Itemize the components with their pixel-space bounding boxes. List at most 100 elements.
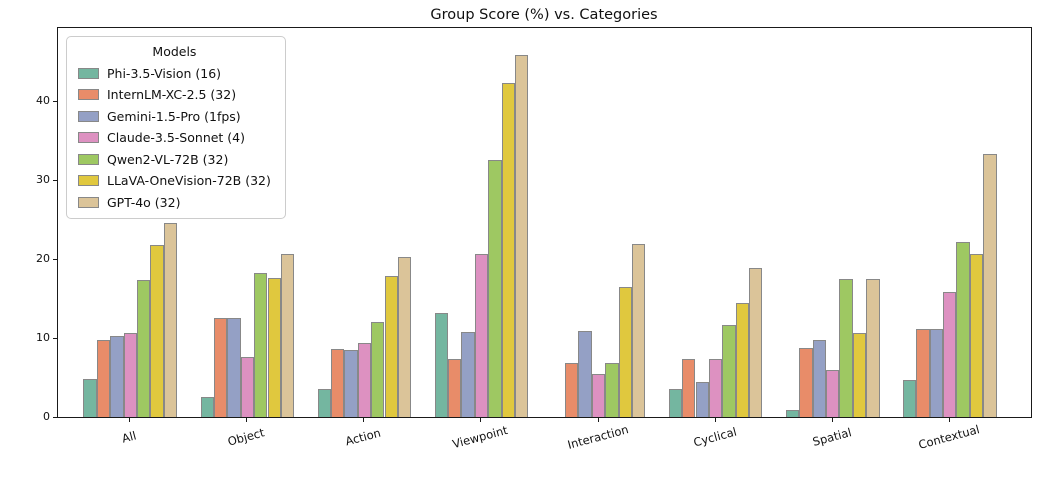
x-tick-mark — [480, 418, 482, 422]
y-tick-mark — [53, 259, 57, 261]
bar-Interaction-LLaVA-OneVision-72B (32) — [618, 286, 632, 417]
x-tick-mark — [246, 418, 248, 422]
legend-item: InternLM-XC-2.5 (32) — [78, 87, 271, 103]
bar-Spatial-Gemini-1.5-Pro (1fps) — [812, 340, 826, 417]
bar-Action-GPT-4o (32) — [397, 256, 412, 417]
bar-Contextual-GPT-4o (32) — [983, 154, 997, 417]
bar-Action-LLaVA-OneVision-72B (32) — [384, 275, 398, 417]
bar-Spatial-Qwen2-VL-72B (32) — [839, 278, 853, 417]
x-tick-mark — [597, 418, 599, 422]
bar-Spatial-Phi-3.5-Vision (16) — [785, 409, 800, 417]
bar-Cyclical-Claude-3.5-Sonnet (4) — [708, 359, 723, 417]
bar-All-Gemini-1.5-Pro (1fps) — [110, 335, 124, 417]
bar-Object-GPT-4o (32) — [280, 253, 295, 417]
bar-Action-Qwen2-VL-72B (32) — [371, 321, 385, 417]
y-tick-label: 30 — [36, 173, 50, 187]
y-tick-label: 40 — [36, 94, 50, 108]
legend-label: InternLM-XC-2.5 (32) — [107, 87, 237, 102]
bar-Viewpoint-Gemini-1.5-Pro (1fps) — [461, 331, 475, 417]
bar-Interaction-Gemini-1.5-Pro (1fps) — [578, 330, 592, 417]
legend-items: Phi-3.5-Vision (16) InternLM-XC-2.5 (32) G… — [78, 65, 271, 210]
bar-Contextual-InternLM-XC-2.5 (32) — [916, 328, 930, 417]
bar-All-LLaVA-OneVision-72B (32) — [150, 244, 164, 417]
y-tick-label: 0 — [43, 410, 50, 423]
bar-Cyclical-Gemini-1.5-Pro (1fps) — [695, 381, 709, 417]
bar-Contextual-Claude-3.5-Sonnet (4) — [943, 292, 957, 417]
chart-title: Group Score (%) vs. Categories — [430, 7, 658, 23]
bar-All-Phi-3.5-Vision (16) — [83, 379, 97, 417]
bar-Spatial-GPT-4o (32) — [866, 278, 880, 417]
x-tick-mark — [948, 418, 950, 422]
legend-label: Claude-3.5-Sonnet (4) — [107, 130, 246, 145]
legend-swatch-icon — [78, 196, 99, 208]
bar-Object-LLaVA-OneVision-72B (32) — [267, 278, 281, 417]
y-tick-mark — [53, 101, 57, 103]
y-tick-mark — [53, 417, 57, 418]
bar-Interaction-Claude-3.5-Sonnet (4) — [591, 374, 606, 417]
bar-Viewpoint-Claude-3.5-Sonnet (4) — [474, 254, 489, 417]
bar-All-Claude-3.5-Sonnet (4) — [123, 333, 137, 417]
legend-item: LLaVA-OneVision-72B (32) — [78, 173, 271, 189]
bar-Viewpoint-LLaVA-OneVision-72B (32) — [501, 83, 515, 417]
bar-All-Qwen2-VL-72B (32) — [137, 279, 151, 417]
bar-Interaction-Qwen2-VL-72B (32) — [605, 362, 619, 417]
bar-Action-InternLM-XC-2.5 (32) — [330, 349, 345, 417]
bar-Action-Phi-3.5-Vision (16) — [317, 389, 331, 417]
bar-Object-Gemini-1.5-Pro (1fps) — [227, 318, 241, 417]
y-tick-label: 10 — [36, 331, 50, 345]
bar-Interaction-GPT-4o (32) — [632, 244, 646, 417]
bar-All-InternLM-XC-2.5 (32) — [96, 340, 111, 417]
bar-Object-Qwen2-VL-72B (32) — [254, 273, 268, 417]
legend-swatch-icon — [78, 110, 99, 122]
bar-Contextual-Phi-3.5-Vision (16) — [902, 379, 917, 417]
bar-Viewpoint-InternLM-XC-2.5 (32) — [448, 359, 462, 417]
bar-Cyclical-GPT-4o (32) — [749, 267, 763, 417]
legend-label: Gemini-1.5-Pro (1fps) — [107, 108, 241, 124]
bar-Spatial-InternLM-XC-2.5 (32) — [799, 347, 813, 417]
bar-Contextual-Qwen2-VL-72B (32) — [956, 241, 970, 417]
bar-Object-Phi-3.5-Vision (16) — [200, 397, 214, 417]
bar-Contextual-LLaVA-OneVision-72B (32) — [969, 253, 984, 417]
bar-Spatial-Claude-3.5-Sonnet (4) — [826, 370, 840, 417]
legend-label: Phi-3.5-Vision (16) — [107, 65, 222, 81]
legend-item: GPT-4o (32) — [78, 194, 271, 210]
x-tick-mark — [714, 418, 716, 422]
bar-Contextual-Gemini-1.5-Pro (1fps) — [929, 328, 943, 417]
x-tick-mark — [831, 418, 833, 422]
legend-label: Qwen2-VL-72B (32) — [107, 151, 229, 167]
legend-label: GPT-4o (32) — [107, 194, 181, 210]
legend: Models Phi-3.5-Vision (16) InternLM-XC-2.… — [66, 36, 286, 219]
bar-Cyclical-Qwen2-VL-72B (32) — [722, 324, 736, 417]
bar-Cyclical-Phi-3.5-Vision (16) — [668, 388, 683, 417]
bar-Viewpoint-Qwen2-VL-72B (32) — [488, 159, 502, 417]
legend-item: Claude-3.5-Sonnet (4) — [78, 130, 271, 146]
x-tick-mark — [363, 418, 365, 422]
legend-item: Phi-3.5-Vision (16) — [78, 65, 271, 81]
bar-Object-Claude-3.5-Sonnet (4) — [240, 357, 255, 417]
y-tick-mark — [53, 338, 57, 340]
legend-swatch-icon — [78, 89, 99, 100]
plot-area — [57, 27, 1032, 418]
bar-Object-InternLM-XC-2.5 (32) — [213, 318, 228, 417]
legend-item: Qwen2-VL-72B (32) — [78, 151, 271, 167]
legend-item: Gemini-1.5-Pro (1fps) — [78, 108, 271, 124]
bar-Spatial-LLaVA-OneVision-72B (32) — [852, 332, 867, 417]
y-tick-label: 20 — [36, 252, 50, 266]
bar-Viewpoint-Phi-3.5-Vision (16) — [434, 312, 448, 417]
bar-Cyclical-LLaVA-OneVision-72B (32) — [735, 303, 750, 417]
bar-Action-Gemini-1.5-Pro (1fps) — [344, 349, 358, 417]
bar-Viewpoint-GPT-4o (32) — [515, 54, 529, 417]
bar-Interaction-InternLM-XC-2.5 (32) — [565, 363, 579, 417]
legend-swatch-icon — [78, 132, 99, 143]
legend-title: Models — [152, 44, 197, 59]
x-tick-mark — [129, 418, 131, 422]
y-tick-mark — [53, 180, 57, 182]
bar-Action-Claude-3.5-Sonnet (4) — [357, 342, 372, 417]
bar-Cyclical-InternLM-XC-2.5 (32) — [682, 359, 696, 417]
bar-All-GPT-4o (32) — [163, 222, 178, 417]
legend-label: LLaVA-OneVision-72B (32) — [107, 173, 271, 188]
legend-swatch-icon — [78, 175, 99, 186]
legend-swatch-icon — [78, 153, 99, 165]
legend-swatch-icon — [78, 67, 99, 79]
